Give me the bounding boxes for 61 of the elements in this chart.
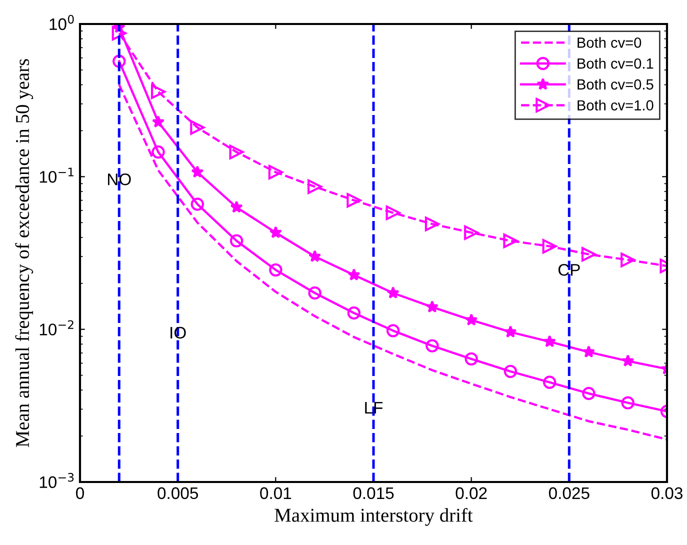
point: [426, 339, 439, 352]
x-tick-label: 0.025: [548, 487, 590, 500]
point: [190, 198, 204, 211]
point: [150, 84, 166, 100]
x-axis-title: Maximum interstory drift: [274, 508, 473, 526]
point: [308, 286, 322, 300]
legend-label: Both cv=0.5: [578, 78, 654, 90]
point: [543, 376, 556, 389]
point: [582, 345, 596, 358]
point: [543, 335, 556, 348]
point: [229, 144, 244, 160]
x-tick-label: 0.015: [353, 487, 394, 500]
point: [386, 205, 400, 220]
point: [504, 325, 517, 338]
legend-label: Both cv=0: [578, 37, 642, 48]
y-tick-label: 10$^{−1}$: [40, 168, 74, 183]
y-axis-title: Mean annual frequency of exceedance in 50 years: [15, 59, 34, 448]
annotation: CP: [558, 264, 580, 276]
point: [152, 115, 165, 128]
point: [386, 286, 400, 299]
point: [348, 268, 360, 281]
point: [426, 300, 439, 313]
point: [464, 352, 478, 366]
point: [190, 120, 205, 135]
point: [230, 234, 244, 248]
annotation: LF: [365, 402, 383, 414]
point: [503, 234, 518, 248]
point: [269, 226, 282, 238]
point: [230, 200, 243, 213]
y-tick-label: 10$^{0}$: [50, 14, 74, 30]
point: [112, 54, 126, 68]
point: [621, 396, 634, 410]
point: [424, 216, 440, 232]
point: [581, 247, 596, 262]
x-tick-label: 0.005: [158, 487, 198, 500]
point: [465, 313, 478, 326]
point: [386, 324, 400, 338]
point: [622, 354, 634, 367]
point: [308, 250, 322, 262]
point: [620, 252, 636, 268]
point: [347, 306, 361, 320]
point: [542, 238, 557, 254]
point: [504, 364, 518, 378]
x-tick-label: 0.03: [651, 487, 682, 500]
point: [308, 179, 322, 194]
point: [269, 263, 282, 277]
annotation: NO: [108, 173, 131, 186]
point: [152, 145, 165, 159]
x-tick-label: 0.02: [456, 487, 487, 500]
legend-label: Both cv=0.1: [578, 58, 654, 69]
point: [268, 164, 283, 180]
point: [112, 26, 126, 41]
x-tick-label: 0.01: [260, 487, 292, 500]
x-tick-label: 0: [76, 487, 84, 500]
legend-label: Both cv=1.0: [578, 100, 654, 110]
y-tick-label: 10$^{−3}$: [40, 472, 74, 488]
point: [582, 386, 596, 400]
point: [464, 225, 479, 240]
point: [346, 193, 362, 208]
y-tick-label: 10$^{−2}$: [40, 320, 74, 336]
point: [191, 166, 204, 178]
